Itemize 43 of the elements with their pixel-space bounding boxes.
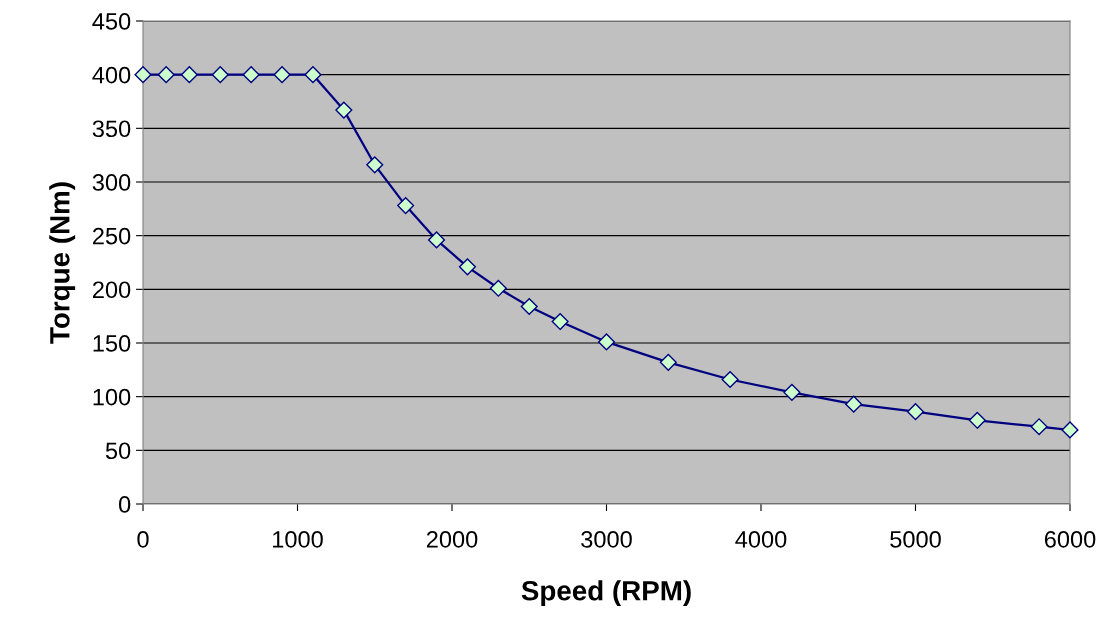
x-tick-label: 0 [137,531,149,548]
point [397,197,415,215]
y-tick-label: 150 [93,335,131,352]
point [242,66,260,84]
point [427,231,446,249]
point [1061,421,1079,439]
x-tick-label: 5000 [890,531,941,548]
point [335,101,353,119]
x-tick-label: 3000 [581,531,632,548]
point [157,66,175,84]
y-tick-label: 250 [92,227,131,245]
point [968,411,986,429]
point [845,395,863,413]
point [721,370,739,389]
point [551,312,569,331]
y-tick-label: 0 [118,496,131,513]
x-tick-label: 1000 [273,531,323,548]
y-tick-label: 400 [92,66,131,84]
point [520,297,538,316]
y-tick-label: 350 [92,120,131,138]
point [134,66,152,84]
x-tick-label: 4000 [735,531,787,548]
point [366,156,384,174]
point [273,66,291,84]
point [906,403,925,421]
y-tick-label: 100 [93,388,131,406]
x-tick-label: 2000 [426,531,478,548]
point [304,66,322,84]
y-tick-label: 450 [92,13,131,30]
x-axis-title: Speed (RPM) [521,580,691,607]
point [659,353,677,371]
y-tick-label: 200 [92,281,131,299]
point [489,279,507,297]
point [211,66,229,84]
point [783,383,801,401]
point [597,333,616,351]
point [180,66,198,84]
y-tick-label: 50 [105,442,131,460]
y-axis-title: Torque (Nm) [49,182,76,344]
x-tick-label: 6000 [1044,531,1096,548]
point [458,258,477,276]
y-tick-label: 300 [92,174,131,191]
point [1030,418,1048,436]
